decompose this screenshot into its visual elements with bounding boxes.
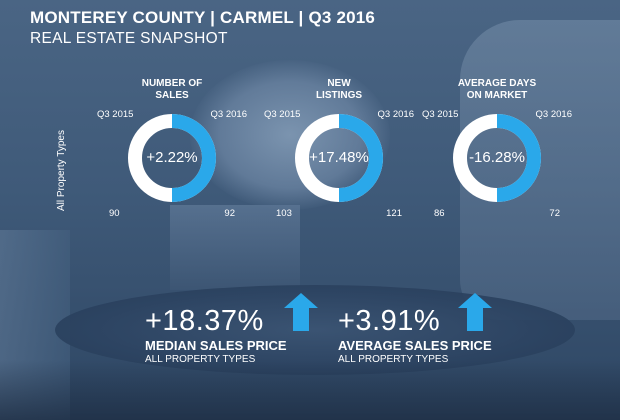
donut-chart <box>453 114 541 202</box>
prev-period-label: Q3 2015 <box>422 109 459 120</box>
highlight-sublabel: ALL PROPERTY TYPES <box>145 354 256 365</box>
up-arrow-icon <box>284 293 318 331</box>
highlight-change: +18.37% <box>145 305 264 337</box>
highlight-sublabel: ALL PROPERTY TYPES <box>338 354 449 365</box>
curr-value: 121 <box>386 208 402 219</box>
donut-chart <box>295 114 383 202</box>
metric-heading: NEW LISTINGS <box>264 78 414 102</box>
curr-value: 72 <box>549 208 560 219</box>
prev-period-label: Q3 2015 <box>264 109 301 120</box>
page-title: MONTEREY COUNTY | CARMEL | Q3 2016 <box>30 8 376 27</box>
curr-value: 92 <box>224 208 235 219</box>
prev-value: 86 <box>434 208 445 219</box>
change-percent: +17.48% <box>309 149 369 166</box>
prev-value: 103 <box>276 208 292 219</box>
highlight-label: AVERAGE SALES PRICE <box>338 338 492 353</box>
metric-heading: NUMBER OF SALES <box>97 78 247 102</box>
page-subtitle: REAL ESTATE SNAPSHOT <box>30 30 228 47</box>
prev-period-label: Q3 2015 <box>97 109 134 120</box>
donut-chart <box>128 114 216 202</box>
donut-ring-curr <box>338 114 383 202</box>
metric-heading-line2: LISTINGS <box>315 90 363 101</box>
change-percent: +2.22% <box>146 149 198 166</box>
donut-ring-curr <box>171 114 216 202</box>
highlight-average-sales-price: +3.91% AVERAGE SALES PRICE ALL PROPERTY … <box>338 306 492 365</box>
highlight-median-sales-price: +18.37% MEDIAN SALES PRICE ALL PROPERTY … <box>145 306 287 365</box>
metric-heading-line1: NEW <box>327 78 351 89</box>
up-arrow-icon <box>458 293 492 331</box>
metric-heading-line1: NUMBER OF <box>141 78 203 89</box>
highlight-change: +3.91% <box>338 305 441 337</box>
metric-heading-line1: AVERAGE DAYS <box>457 78 537 89</box>
side-label: All Property Types <box>56 130 67 211</box>
curr-period-label: Q3 2016 <box>210 109 247 120</box>
curr-period-label: Q3 2016 <box>377 109 414 120</box>
metric-heading-line2: ON MARKET <box>466 90 528 101</box>
metric-heading-line2: SALES <box>155 90 189 101</box>
highlight-label: MEDIAN SALES PRICE <box>145 338 287 353</box>
prev-value: 90 <box>109 208 120 219</box>
metric-heading: AVERAGE DAYS ON MARKET <box>422 78 572 102</box>
curr-period-label: Q3 2016 <box>535 109 572 120</box>
change-percent: -16.28% <box>469 149 525 166</box>
donut-ring-curr <box>496 114 541 202</box>
